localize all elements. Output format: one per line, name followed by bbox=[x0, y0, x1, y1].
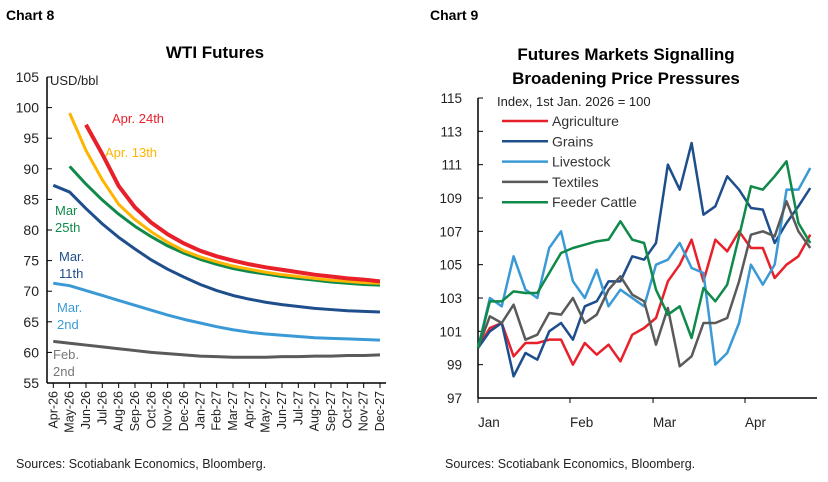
chart8-series-label: 2nd bbox=[53, 364, 75, 379]
chart8-series-line bbox=[53, 281, 381, 342]
chart8-x-tick-label: Nov-27 bbox=[357, 391, 371, 431]
chart8-y-tick-label: 95 bbox=[23, 130, 39, 146]
chart9-title-line1: Futures Markets Signalling bbox=[517, 45, 734, 64]
chart8-label: Chart 8 bbox=[6, 7, 54, 23]
chart9-legend-label: Agriculture bbox=[552, 113, 619, 129]
chart8-y-tick-label: 105 bbox=[16, 69, 40, 85]
chart9-y-tick-label: 101 bbox=[439, 324, 462, 339]
chart8-series-label: 25th bbox=[55, 220, 80, 235]
chart8-y-tick-label: 55 bbox=[23, 375, 39, 391]
chart9-series-line bbox=[476, 141, 812, 378]
chart9-y-tick-label: 109 bbox=[439, 191, 462, 206]
chart9-y-tick-label: 113 bbox=[440, 124, 462, 139]
chart9-title-line2: Broadening Price Pressures bbox=[512, 69, 740, 88]
chart8-x-tick-label: Feb-27 bbox=[210, 391, 224, 431]
chart8-x-tick-label: Oct-26 bbox=[144, 391, 158, 429]
chart8-y-tick-label: 90 bbox=[23, 161, 39, 177]
chart8-x-tick-label: Mar-27 bbox=[226, 391, 240, 431]
chart9-y-tick-label: 107 bbox=[439, 224, 462, 239]
chart9-label: Chart 9 bbox=[430, 7, 478, 23]
chart9-series-line bbox=[476, 200, 812, 368]
chart8-series-label: Mar. bbox=[57, 300, 82, 315]
chart8-x-tick-label: Dec-26 bbox=[177, 391, 191, 431]
chart8-series-label: 2nd bbox=[57, 317, 79, 332]
chart8-y-tick-label: 75 bbox=[23, 253, 39, 269]
chart8-y-tick-label: 65 bbox=[23, 314, 39, 330]
chart9-ylabel: Index, 1st Jan. 2026 = 100 bbox=[497, 94, 651, 109]
chart9-x-tick-label: Jan bbox=[478, 415, 500, 430]
chart9-y-tick-label: 115 bbox=[440, 91, 462, 106]
chart8-x-tick-label: Apr-27 bbox=[242, 391, 256, 429]
chart8-x-tick-label: Aug-26 bbox=[112, 391, 126, 431]
chart9-y-tick-label: 103 bbox=[439, 291, 462, 306]
chart8-series-label: Apr. 24th bbox=[112, 111, 164, 126]
chart8-series-line bbox=[52, 183, 381, 314]
chart8-y-tick-label: 85 bbox=[23, 191, 39, 207]
chart8-x-tick-label: Jul-26 bbox=[95, 391, 109, 425]
chart8-x-tick-label: Apr-26 bbox=[46, 391, 60, 429]
chart8-series-line bbox=[84, 123, 381, 284]
chart9-legend-label: Grains bbox=[552, 133, 593, 149]
chart8-x-tick-label: Sep-26 bbox=[128, 391, 142, 431]
chart8-x-tick-label: Nov-26 bbox=[161, 391, 175, 431]
chart9-y-tick-label: 97 bbox=[447, 391, 462, 406]
chart9-legend-label: Livestock bbox=[552, 154, 611, 170]
chart9-y-tick-label: 99 bbox=[447, 358, 462, 373]
chart8-y-tick-label: 100 bbox=[16, 100, 40, 116]
chart8-series-label: 11th bbox=[59, 266, 83, 281]
chart8-series-line bbox=[68, 165, 381, 287]
chart8-x-tick-label: Jan-27 bbox=[193, 391, 207, 429]
chart9-x-tick-label: Mar bbox=[653, 415, 677, 430]
chart9-legend-label: Feeder Cattle bbox=[552, 194, 637, 210]
chart9-x-tick-label: Apr bbox=[745, 415, 767, 430]
chart8-ylabel: USD/bbl bbox=[50, 73, 99, 88]
chart8-x-tick-label: Jun-27 bbox=[275, 391, 289, 429]
chart9-y-tick-label: 111 bbox=[441, 158, 462, 173]
chart9-x-tick-label: Feb bbox=[570, 415, 593, 430]
chart9-legend-label: Textiles bbox=[552, 174, 599, 190]
chart8-x-tick-label: Dec-27 bbox=[373, 391, 387, 431]
chart8-x-tick-label: Jun-26 bbox=[79, 391, 93, 429]
chart8-y-tick-label: 80 bbox=[23, 222, 39, 238]
chart9-y-tick-label: 105 bbox=[439, 258, 462, 273]
chart8-x-tick-label: Aug-27 bbox=[308, 391, 322, 431]
chart8-y-tick-label: 70 bbox=[23, 283, 39, 299]
chart8-x-tick-label: Sep-27 bbox=[324, 391, 338, 431]
chart8-series-label: Apr. 13th bbox=[105, 145, 157, 160]
chart8-x-tick-label: Oct-27 bbox=[340, 391, 354, 429]
chart9-series-line bbox=[476, 167, 812, 366]
chart8-series-line bbox=[68, 112, 381, 285]
chart8-y-tick-label: 60 bbox=[23, 344, 39, 360]
chart8-x-tick-label: May-27 bbox=[259, 391, 273, 433]
chart9-source: Sources: Scotiabank Economics, Bloomberg… bbox=[445, 457, 695, 471]
chart9-series-line bbox=[476, 230, 812, 366]
chart8-x-tick-label: Jul-27 bbox=[291, 391, 305, 425]
chart8-series-label: Feb. bbox=[53, 347, 79, 362]
chart8-title: WTI Futures bbox=[166, 43, 264, 62]
chart8-series-label: Mar. bbox=[59, 249, 84, 264]
chart8-source: Sources: Scotiabank Economics, Bloomberg… bbox=[16, 457, 266, 471]
chart8-series-line bbox=[53, 339, 381, 359]
chart8-x-tick-label: May-26 bbox=[63, 391, 77, 433]
chart9-series-line bbox=[476, 160, 812, 349]
chart8-series-label: Mar bbox=[55, 203, 78, 218]
